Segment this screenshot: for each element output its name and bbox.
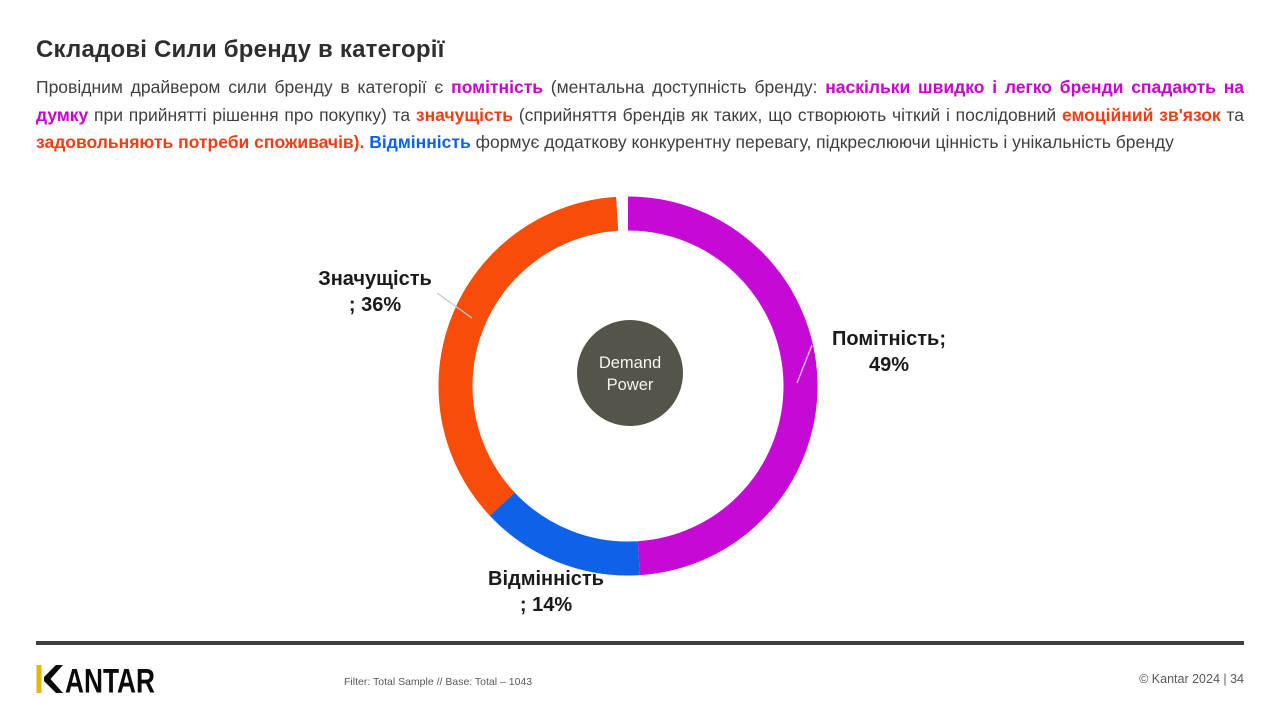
callout-vidminnist-value: ; 14% <box>519 594 573 616</box>
donut-segment-Значущість <box>438 196 619 516</box>
page-title: Складові Сили бренду в категорії <box>36 36 445 63</box>
callout-pomitnist-value: 49% <box>868 354 910 376</box>
callout-pomitnist-name: Помітність; <box>832 328 946 350</box>
intro-highlight-orange: значущість <box>415 104 514 125</box>
footer-copyright: © Kantar 2024 | 34 <box>1139 672 1244 686</box>
intro-text: формує додаткову конкурентну перевагу, п… <box>470 132 1174 152</box>
kantar-logo-gold-stem <box>36 665 42 693</box>
intro-text: (ментальна доступність бренду: <box>543 77 826 97</box>
intro-highlight-magenta: помітність <box>451 77 544 97</box>
footer-divider <box>36 641 1244 645</box>
callout-vidminnist-name: Відмінність <box>488 568 604 590</box>
callout-znachuschist-value: ; 36% <box>348 294 402 316</box>
footer-filter-text: Filter: Total Sample // Base: Total – 10… <box>344 676 533 688</box>
kantar-logo-k-diagonals <box>44 665 63 693</box>
intro-highlight-blue: Відмінність <box>369 132 471 152</box>
intro-text: та <box>1220 104 1244 125</box>
leader-line-pomitnist <box>796 344 813 384</box>
callout-pomitnist: Помітність; 49% <box>789 326 989 378</box>
intro-text: Провідним драйвером сили бренду в катего… <box>36 77 452 97</box>
donut-segments <box>438 196 818 576</box>
intro-text: (сприйняття брендів як таких, що створюю… <box>513 104 1062 125</box>
intro-paragraph: Провідним драйвером сили бренду в катего… <box>36 74 1244 157</box>
donut-chart: Demand Power <box>436 196 818 576</box>
intro-highlight-magenta: наскільки швидко і легко бренди спадають… <box>36 77 1244 125</box>
intro-text: при прийнятті рішення про покупку) та <box>88 104 416 125</box>
kantar-logo: ANTAR <box>36 664 155 694</box>
demand-power-label-line2: Power <box>607 376 654 394</box>
demand-power-circle <box>577 320 683 426</box>
kantar-logo-text: ANTAR <box>65 664 155 694</box>
callout-vidminnist: Відмінність ; 14% <box>446 566 646 618</box>
intro-highlight-orange: емоційний зв'язок <box>1061 104 1221 125</box>
demand-power-label-line1: Demand <box>599 354 661 372</box>
callout-znachuschist-name: Значущість <box>318 268 432 290</box>
donut-segment-Відмінність <box>489 492 640 576</box>
callout-znachuschist: Значущість ; 36% <box>275 266 475 318</box>
donut-segment-Помітність <box>627 196 818 576</box>
intro-highlight-orange: задовольняють потреби споживачів). <box>36 132 365 152</box>
leader-line-znachuschist <box>436 292 473 319</box>
